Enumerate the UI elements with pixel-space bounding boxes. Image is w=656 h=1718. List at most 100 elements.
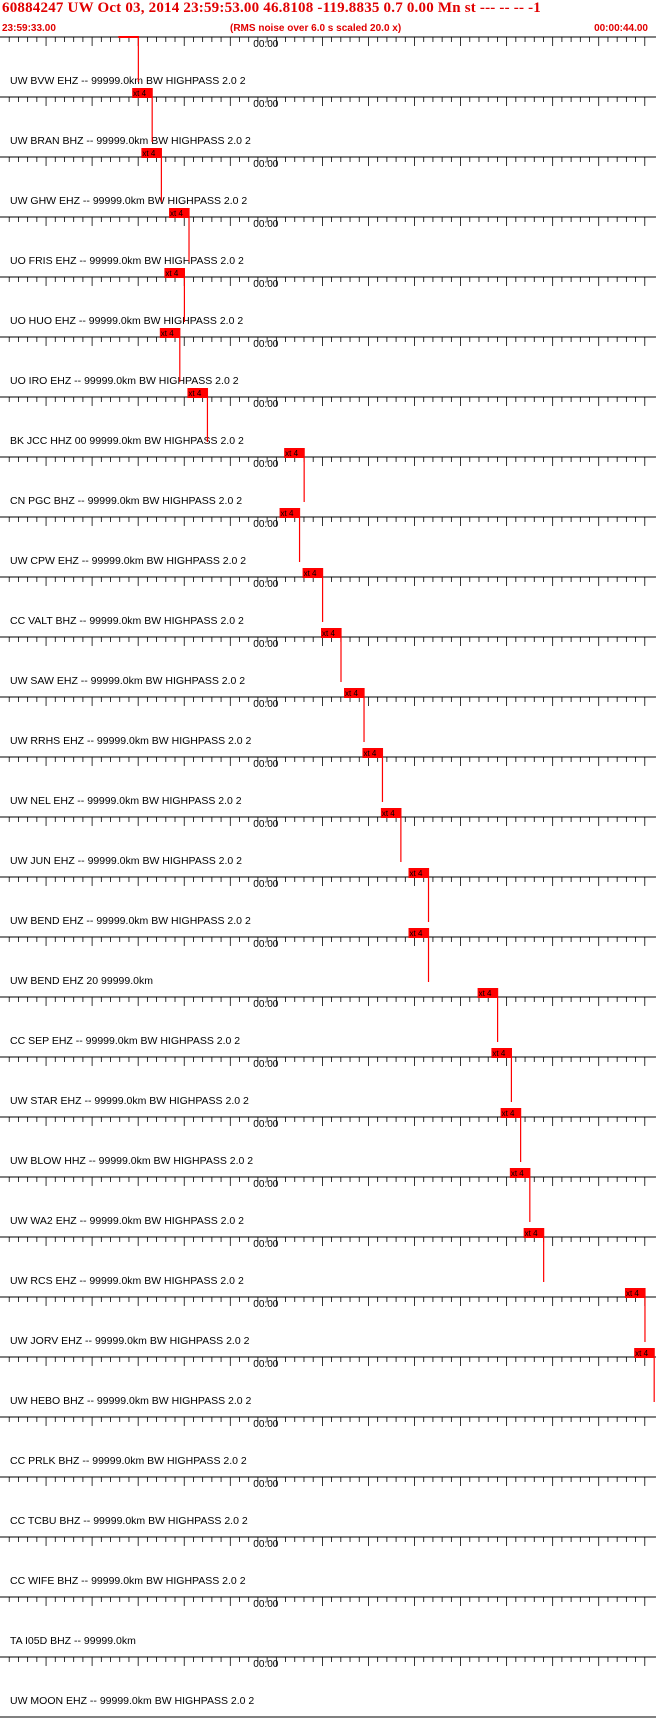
seismogram-plot: 00:00 UW BVW EHZ -- 99999.0km BW HIGHPASS… xyxy=(0,36,656,1718)
trace-14: 00:00 UW JUN EHZ -- 99999.0km BW HIGHPASS… xyxy=(0,808,656,867)
pick-box xyxy=(408,928,429,938)
pick-label: xt 4 xyxy=(285,449,298,458)
time-tick-label: 00:00 xyxy=(253,519,278,530)
pick-box xyxy=(344,688,365,698)
time-tick-label: 00:00 xyxy=(253,939,278,950)
trace-25: 00:00 CC TCBU BHZ -- 99999.0km BW HIGHPAS… xyxy=(0,1476,656,1527)
time-tick-label: 00:00 xyxy=(253,579,278,590)
pick-label: xt 4 xyxy=(304,569,317,578)
time-tick-label: 00:00 xyxy=(253,399,278,410)
pick-box xyxy=(408,868,429,878)
pick-box xyxy=(164,268,185,278)
trace-11: 00:00 UW SAW EHZ -- 99999.0km BW HIGHPASS… xyxy=(0,628,656,687)
time-tick-label: 00:00 xyxy=(253,1599,278,1610)
time-tick-label: 00:00 xyxy=(253,879,278,890)
pick-label: xt 4 xyxy=(363,749,376,758)
trace-21: 00:00 UW RCS EHZ -- 99999.0km BW HIGHPASS… xyxy=(0,1228,656,1287)
trace-16: 00:00 UW BEND EHZ 20 99999.0km xt 4 xyxy=(0,928,656,987)
rms-note: (RMS noise over 6.0 s scaled 20.0 x) xyxy=(230,23,402,34)
pick-box xyxy=(509,1168,530,1178)
pick-box xyxy=(279,508,300,518)
pick-label: xt 4 xyxy=(161,329,174,338)
time-tick-label: 00:00 xyxy=(253,1179,278,1190)
pick-label: xt 4 xyxy=(322,629,335,638)
time-tick-label: 00:00 xyxy=(253,459,278,470)
trace-6: 00:00 UO IRO EHZ -- 99999.0km BW HIGHPASS… xyxy=(0,328,656,387)
time-tick-label: 00:00 xyxy=(253,1299,278,1310)
station-label: CC TCBU BHZ -- 99999.0km BW HIGHPASS 2.0… xyxy=(10,1515,248,1527)
pick-box xyxy=(118,36,139,38)
trace-19: 00:00 UW BLOW HHZ -- 99999.0km BW HIGHPAS… xyxy=(0,1108,656,1167)
station-label: UW HEBO BHZ -- 99999.0km BW HIGHPASS 2.0… xyxy=(10,1395,252,1407)
trace-27: 00:00 TA I05D BHZ -- 99999.0km xyxy=(0,1596,656,1647)
start-time-label: 23:59:33.00 xyxy=(2,23,56,34)
pick-label: xt 4 xyxy=(626,1289,639,1298)
pick-box xyxy=(362,748,383,758)
trace-24: 00:00 CC PRLK BHZ -- 99999.0km BW HIGHPAS… xyxy=(0,1416,656,1467)
time-tick-label: 00:00 xyxy=(253,819,278,830)
station-label: BK JCC HHZ 00 99999.0km BW HIGHPASS 2.0 … xyxy=(10,435,244,447)
station-label: UW BEND EHZ -- 99999.0km BW HIGHPASS 2.0… xyxy=(10,915,251,927)
station-label: CN PGC BHZ -- 99999.0km BW HIGHPASS 2.0 … xyxy=(10,495,242,507)
pick-box xyxy=(500,1108,521,1118)
station-label: UW NEL EHZ -- 99999.0km BW HIGHPASS 2.0 … xyxy=(10,795,242,807)
time-tick-label: 00:00 xyxy=(253,39,278,50)
trace-2: 00:00 UW BRAN BHZ -- 99999.0km BW HIGHPAS… xyxy=(0,88,656,147)
trace-7: 00:00 BK JCC HHZ 00 99999.0km BW HIGHPASS… xyxy=(0,388,656,447)
trace-26: 00:00 CC WIFE BHZ -- 99999.0km BW HIGHPAS… xyxy=(0,1536,656,1587)
pick-label: xt 4 xyxy=(502,1109,515,1118)
time-tick-label: 00:00 xyxy=(253,1539,278,1550)
pick-label: xt 4 xyxy=(165,269,178,278)
station-label: CC PRLK BHZ -- 99999.0km BW HIGHPASS 2.0… xyxy=(10,1455,247,1467)
station-label: UW BRAN BHZ -- 99999.0km BW HIGHPASS 2.0… xyxy=(10,135,251,147)
pick-box xyxy=(159,328,180,338)
station-label: UW RRHS EHZ -- 99999.0km BW HIGHPASS 2.0… xyxy=(10,735,252,747)
pick-label: xt 4 xyxy=(170,209,183,218)
pick-label: xt 4 xyxy=(479,989,492,998)
time-tick-label: 00:00 xyxy=(253,219,278,230)
trace-22: 00:00 UW JORV EHZ -- 99999.0km BW HIGHPAS… xyxy=(0,1288,656,1347)
station-label: UW GHW EHZ -- 99999.0km BW HIGHPASS 2.0 … xyxy=(10,195,247,207)
pick-label: xt 4 xyxy=(492,1049,505,1058)
pick-label: xt 4 xyxy=(410,929,423,938)
pick-box xyxy=(321,628,341,638)
event-title: 60884247 UW Oct 03, 2014 23:59:53.00 46.… xyxy=(2,0,541,16)
time-tick-label: 00:00 xyxy=(253,159,278,170)
time-tick-label: 00:00 xyxy=(253,1659,278,1670)
pick-box xyxy=(624,1288,645,1298)
pick-box xyxy=(523,1228,544,1238)
trace-4: 00:00 UO FRIS EHZ -- 99999.0km BW HIGHPAS… xyxy=(0,208,656,267)
station-label: CC WIFE BHZ -- 99999.0km BW HIGHPASS 2.0… xyxy=(10,1575,246,1587)
station-label: UW WA2 EHZ -- 99999.0km BW HIGHPASS 2.0 … xyxy=(10,1215,244,1227)
station-label: UW MOON EHZ -- 99999.0km BW HIGHPASS 2.0… xyxy=(10,1695,254,1707)
pick-box xyxy=(491,1048,512,1058)
trace-13: 00:00 UW NEL EHZ -- 99999.0km BW HIGHPASS… xyxy=(0,748,656,807)
trace-15: 00:00 UW BEND EHZ -- 99999.0km BW HIGHPAS… xyxy=(0,868,656,927)
station-label: TA I05D BHZ -- 99999.0km xyxy=(10,1635,136,1647)
station-label: UO IRO EHZ -- 99999.0km BW HIGHPASS 2.0 … xyxy=(10,375,239,387)
station-label: UW SAW EHZ -- 99999.0km BW HIGHPASS 2.0 … xyxy=(10,675,245,687)
pick-label: xt 4 xyxy=(635,1349,648,1358)
time-tick-label: 00:00 xyxy=(253,1419,278,1430)
trace-9: 00:00 UW CPW EHZ -- 99999.0km BW HIGHPASS… xyxy=(0,508,656,567)
station-label: UO HUO EHZ -- 99999.0km BW HIGHPASS 2.0 … xyxy=(10,315,243,327)
station-label: CC SEP EHZ -- 99999.0km BW HIGHPASS 2.0 … xyxy=(10,1035,240,1047)
pick-label: xt 4 xyxy=(345,689,358,698)
station-label: UW CPW EHZ -- 99999.0km BW HIGHPASS 2.0 … xyxy=(10,555,246,567)
trace-20: 00:00 UW WA2 EHZ -- 99999.0km BW HIGHPASS… xyxy=(0,1168,656,1227)
time-tick-label: 00:00 xyxy=(253,999,278,1010)
station-label: UW BEND EHZ 20 99999.0km xyxy=(10,975,153,987)
station-label: UW BVW EHZ -- 99999.0km BW HIGHPASS 2.0 … xyxy=(10,75,246,87)
time-tick-label: 00:00 xyxy=(253,759,278,770)
time-tick-label: 00:00 xyxy=(253,1479,278,1490)
pick-box xyxy=(380,808,401,818)
trace-3: 00:00 UW GHW EHZ -- 99999.0km BW HIGHPASS… xyxy=(0,148,656,207)
trace-18: 00:00 UW STAR EHZ -- 99999.0km BW HIGHPAS… xyxy=(0,1048,656,1107)
pick-label: xt 4 xyxy=(382,809,395,818)
trace-23: 00:00 UW HEBO BHZ -- 99999.0km BW HIGHPAS… xyxy=(0,1348,656,1407)
pick-box xyxy=(477,988,498,998)
pick-label: xt 4 xyxy=(281,509,294,518)
trace-10: 00:00 CC VALT BHZ -- 99999.0km BW HIGHPAS… xyxy=(0,568,656,627)
pick-label: xt 4 xyxy=(188,389,201,398)
time-tick-label: 00:00 xyxy=(253,699,278,710)
